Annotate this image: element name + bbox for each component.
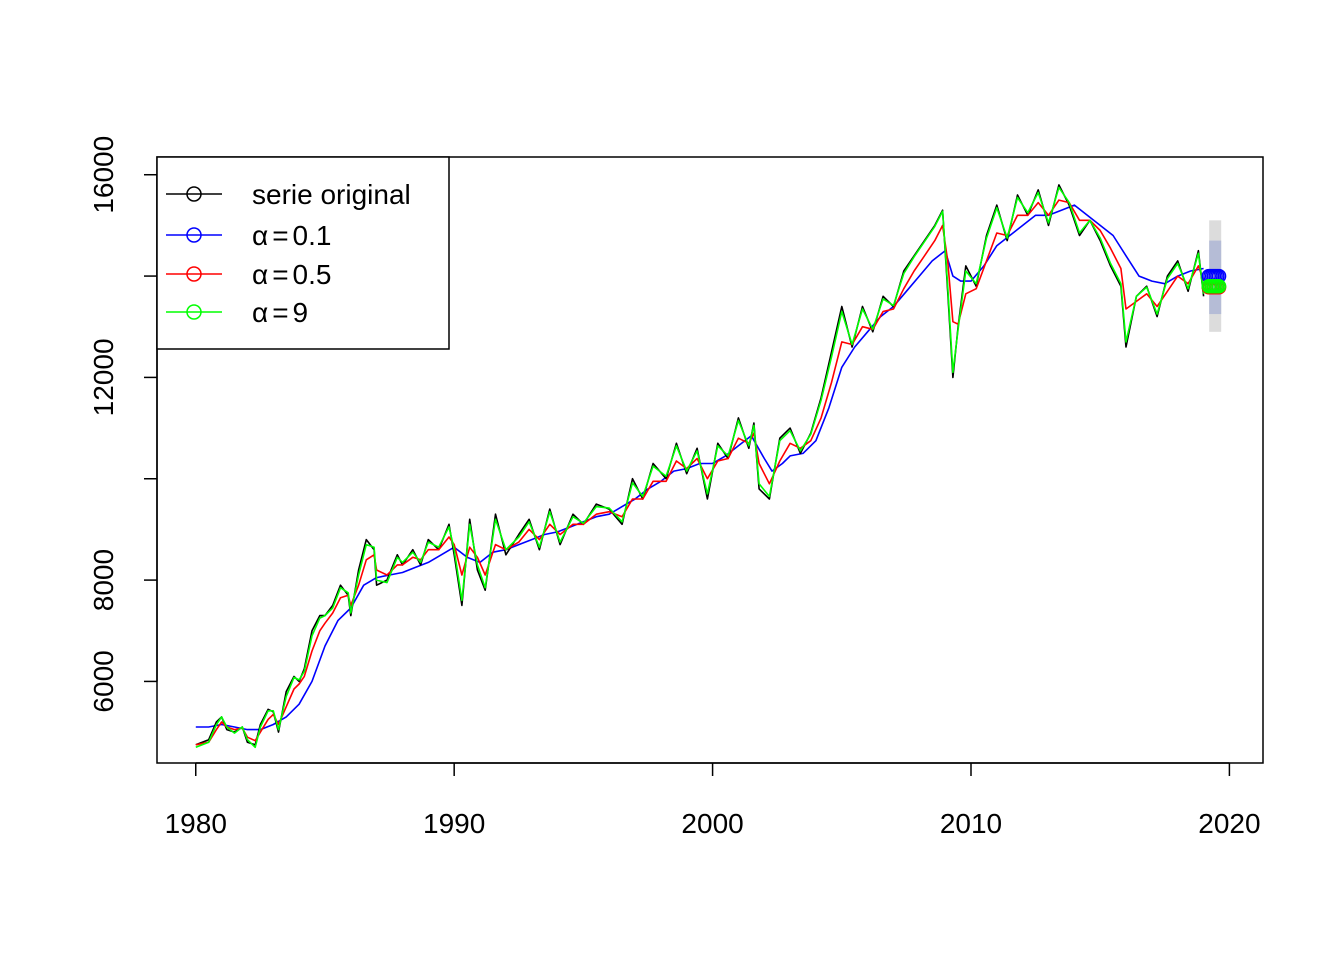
x-tick-label-1980: 1980 [165, 808, 227, 839]
legend-symbol: α [252, 297, 268, 328]
x-tick-label-2020: 2020 [1198, 808, 1260, 839]
series-line-2 [195, 199, 1205, 746]
legend-entry-alpha-9: α = 9 [166, 297, 308, 328]
legend-marker-original [186, 186, 202, 202]
series-lines [195, 184, 1205, 749]
x-tick-label-1990: 1990 [423, 808, 485, 839]
y-axis: 6000 8000 12000 16000 [88, 136, 158, 713]
y-tick-label-12000: 12000 [88, 338, 119, 416]
y-tick-label-6000: 6000 [88, 650, 119, 712]
legend-box [156, 156, 450, 350]
legend-symbol: α [252, 220, 268, 251]
legend-label-alpha-9: α = 9 [252, 297, 308, 328]
legend-entry-alpha-0-1: α = 0.1 [166, 220, 331, 251]
forecast-point-2-6 [1211, 278, 1227, 294]
forecast-points [1201, 268, 1227, 295]
x-tick-label-2010: 2010 [940, 808, 1002, 839]
y-tick-label-16000: 16000 [88, 136, 119, 214]
legend-entry-original: serie original [166, 179, 411, 210]
legend-label-alpha-0-5: α = 0.5 [252, 259, 331, 290]
series-line-3 [195, 186, 1205, 749]
legend-value: 0.5 [293, 259, 332, 290]
legend-operator: = [272, 259, 288, 290]
legend-marker-alpha-0-5 [186, 266, 202, 282]
legend-entry-alpha-0-5: α = 0.5 [166, 259, 331, 290]
y-tick-label-8000: 8000 [88, 549, 119, 611]
legend-label-alpha-0-1: α = 0.1 [252, 220, 331, 251]
legend-value: 0.1 [293, 220, 332, 251]
x-tick-label-2000: 2000 [681, 808, 743, 839]
legend-symbol: α [252, 259, 268, 290]
legend-label-original: serie original [252, 179, 411, 210]
x-axis: 1980 1990 2000 2010 2020 [165, 762, 1261, 839]
legend: serie original α = 0.1 α = 0.5 α = 9 [156, 156, 450, 350]
series-line-1 [195, 204, 1204, 731]
legend-operator: = [272, 220, 288, 251]
legend-value: 9 [293, 297, 309, 328]
legend-marker-alpha-0-1 [186, 227, 202, 243]
legend-operator: = [272, 297, 288, 328]
legend-marker-alpha-9 [186, 304, 202, 320]
